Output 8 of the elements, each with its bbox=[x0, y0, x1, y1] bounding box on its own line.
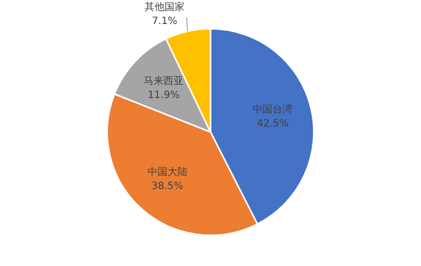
data-label: 11.9% bbox=[148, 90, 180, 101]
data-label: 42.5% bbox=[256, 118, 289, 130]
slice-label: 马来西亚 bbox=[144, 74, 184, 87]
slice-label: 其他国家 bbox=[144, 0, 185, 13]
data-label: 7.1% bbox=[152, 16, 178, 27]
slice-label: 中国大陆 bbox=[147, 166, 188, 178]
data-label: 38.5% bbox=[152, 180, 184, 192]
slice-label: 中国台湾 bbox=[252, 104, 293, 116]
